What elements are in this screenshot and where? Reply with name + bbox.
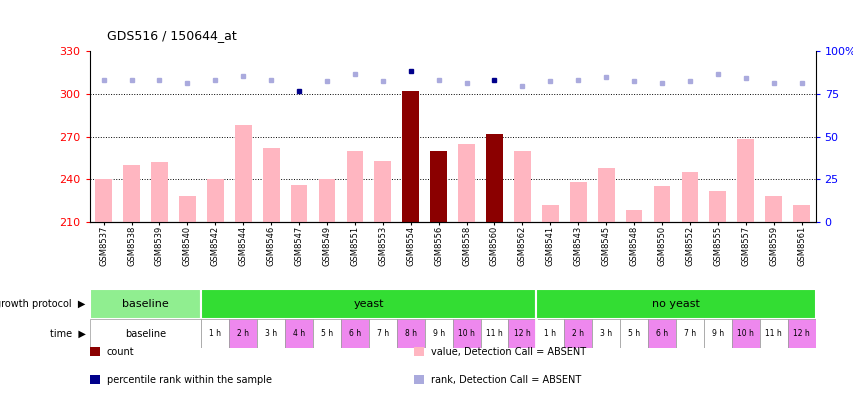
Bar [402,91,419,222]
Bar [123,165,140,222]
Bar [569,182,586,222]
Bar [96,179,112,222]
Bar [90,289,201,319]
Bar [731,319,759,348]
Bar [229,319,257,348]
Bar [430,151,446,222]
Text: 10 h: 10 h [457,329,474,338]
Bar [536,319,564,348]
Bar [90,319,201,348]
Text: 7 h: 7 h [683,329,695,338]
Bar [452,319,480,348]
Text: 2 h: 2 h [572,329,583,338]
Text: 1 h: 1 h [543,329,555,338]
Bar [201,289,536,319]
Bar [290,185,307,222]
Bar [313,319,340,348]
Text: 5 h: 5 h [321,329,333,338]
Bar [676,319,703,348]
Text: GDS516 / 150644_at: GDS516 / 150644_at [107,29,236,42]
Text: 4 h: 4 h [293,329,305,338]
Bar [536,289,815,319]
Text: 8 h: 8 h [404,329,416,338]
Bar [201,319,229,348]
Bar [653,186,670,222]
Text: 6 h: 6 h [655,329,667,338]
Text: baseline: baseline [125,329,165,339]
Text: 7 h: 7 h [376,329,388,338]
Text: 11 h: 11 h [764,329,781,338]
Text: 9 h: 9 h [711,329,723,338]
Bar [346,151,363,222]
Bar [591,319,619,348]
Text: no yeast: no yeast [652,299,699,309]
Bar [619,319,647,348]
Bar [625,210,641,222]
Bar [368,319,397,348]
Bar [542,205,558,222]
Bar [397,319,424,348]
Text: 9 h: 9 h [432,329,444,338]
Text: 12 h: 12 h [792,329,809,338]
Bar [179,196,195,222]
Bar [681,172,698,222]
Text: 6 h: 6 h [348,329,361,338]
Bar [736,139,753,222]
Bar [151,162,168,222]
Text: 11 h: 11 h [485,329,502,338]
Bar [792,205,809,222]
Text: baseline: baseline [122,299,169,309]
Bar [285,319,313,348]
Text: 1 h: 1 h [209,329,221,338]
Text: yeast: yeast [353,299,384,309]
Text: 2 h: 2 h [237,329,249,338]
Bar [485,134,502,222]
Bar [480,319,508,348]
Bar [514,151,531,222]
Text: percentile rank within the sample: percentile rank within the sample [107,375,271,385]
Bar [759,319,786,348]
Bar [318,179,335,222]
Bar [340,319,368,348]
Text: time  ▶: time ▶ [49,329,85,339]
Bar [235,125,252,222]
Bar [458,144,474,222]
Bar [206,179,223,222]
Text: count: count [107,347,134,357]
Text: 3 h: 3 h [600,329,612,338]
Bar [786,319,815,348]
Text: 5 h: 5 h [627,329,640,338]
Bar [709,190,725,222]
Text: rank, Detection Call = ABSENT: rank, Detection Call = ABSENT [431,375,581,385]
Bar [564,319,591,348]
Bar [508,319,536,348]
Text: 12 h: 12 h [514,329,531,338]
Bar [424,319,452,348]
Bar [647,319,676,348]
Bar [374,161,391,222]
Text: growth protocol  ▶: growth protocol ▶ [0,299,85,309]
Bar [764,196,781,222]
Text: value, Detection Call = ABSENT: value, Detection Call = ABSENT [431,347,586,357]
Bar [597,168,614,222]
Bar [263,148,279,222]
Text: 10 h: 10 h [736,329,753,338]
Bar [257,319,285,348]
Bar [703,319,731,348]
Text: 3 h: 3 h [264,329,277,338]
